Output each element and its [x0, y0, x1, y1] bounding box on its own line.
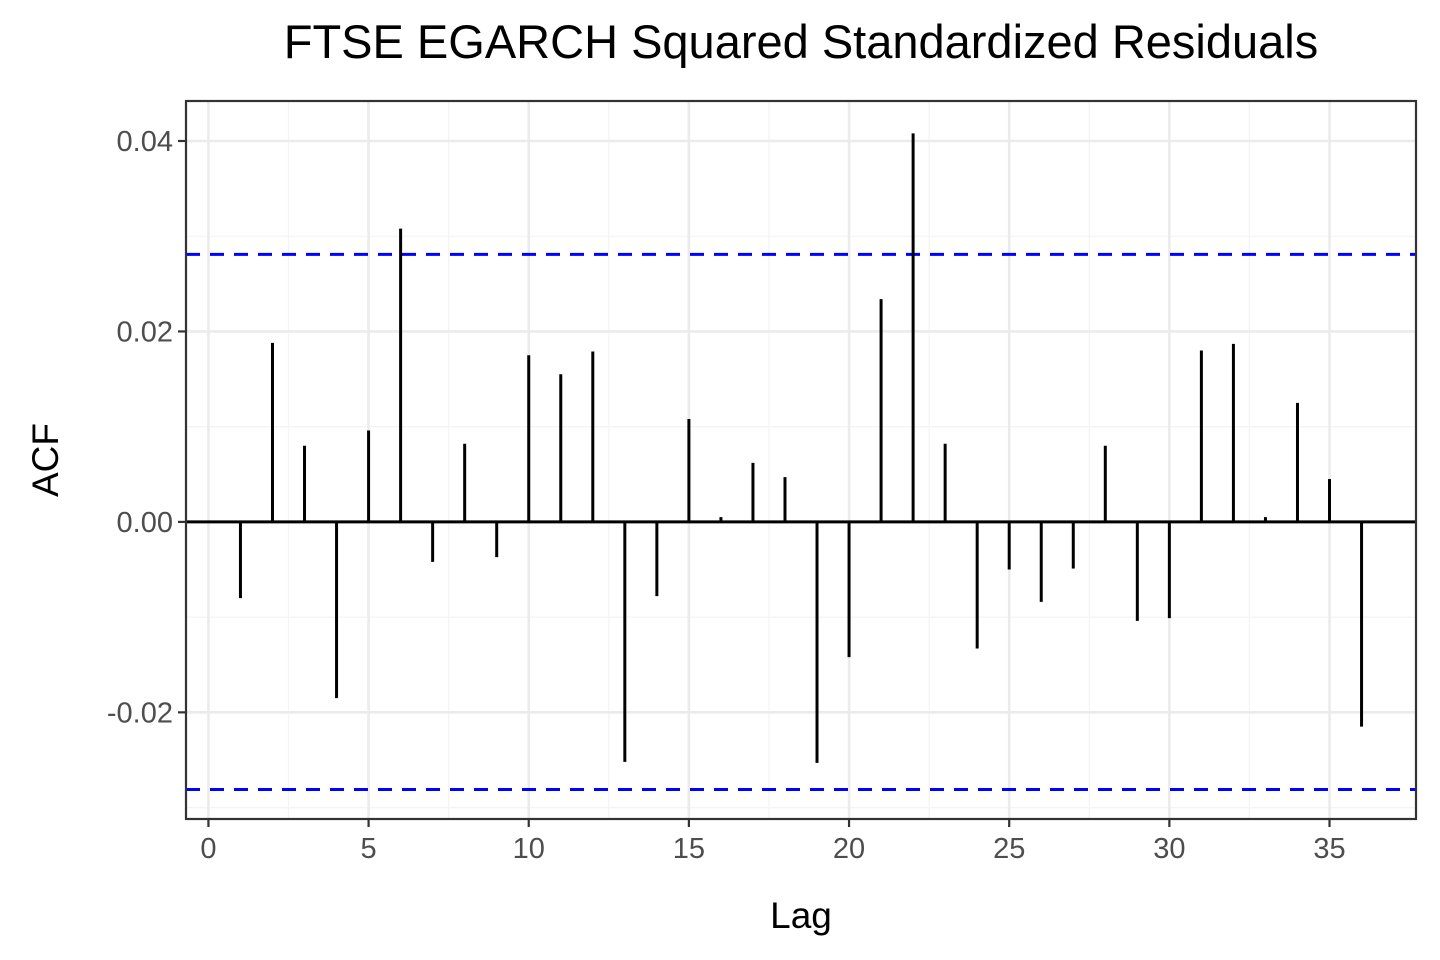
x-tick-label: 35: [1313, 833, 1345, 865]
minor-gridlines: [186, 101, 1416, 819]
y-axis-title: ACF: [25, 423, 66, 497]
confidence-bounds: [186, 252, 1416, 791]
plot-panel-border: [184, 99, 1418, 821]
x-tick-label: 5: [361, 833, 377, 865]
x-tick-label: 30: [1153, 833, 1185, 865]
chart-title: FTSE EGARCH Squared Standardized Residua…: [283, 15, 1319, 68]
x-tick-label: 15: [673, 833, 705, 865]
acf-bars: [238, 133, 1364, 763]
y-tick-label: -0.02: [107, 697, 173, 729]
plot-panel-background: [186, 101, 1416, 819]
x-axis-ticks: 0 5 10 15 20 25 30 35: [200, 819, 1346, 865]
x-tick-label: 0: [200, 833, 216, 865]
x-tick-label: 10: [513, 833, 545, 865]
y-tick-label: 0.04: [117, 126, 173, 158]
x-tick-label: 25: [993, 833, 1025, 865]
x-tick-label: 20: [833, 833, 865, 865]
y-tick-label: 0.00: [117, 507, 173, 539]
y-axis-ticks: -0.02 0.00 0.02 0.04: [107, 126, 186, 729]
y-tick-label: 0.02: [117, 316, 173, 348]
x-axis-title: Lag: [770, 895, 832, 936]
